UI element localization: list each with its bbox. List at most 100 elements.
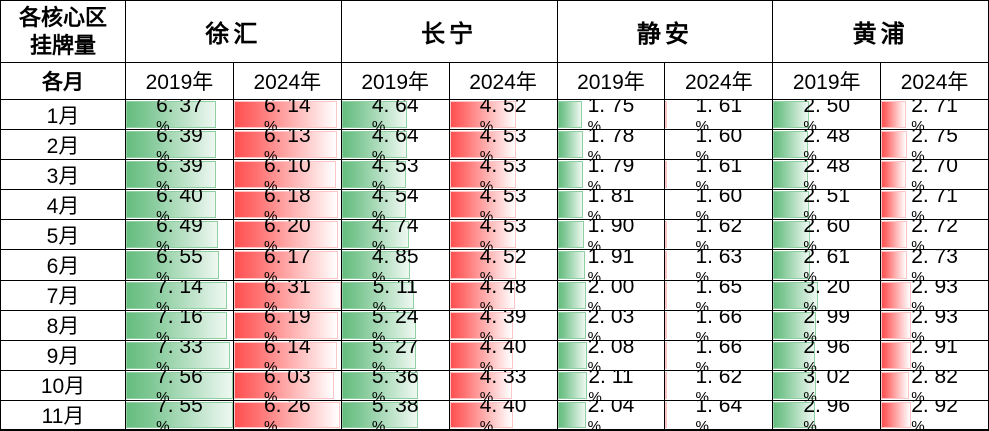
percent-sign: % <box>803 178 817 191</box>
data-bar-green <box>557 131 583 159</box>
data-bar-red <box>449 221 517 249</box>
percent-sign: % <box>479 238 494 251</box>
value-label: 4. 53% <box>372 160 419 189</box>
data-bar-red <box>665 281 668 309</box>
percent-sign: % <box>371 358 386 371</box>
value-label: 2. 48% <box>803 160 850 191</box>
value-cell: 4. 64% <box>341 100 450 131</box>
year-header: 2019年 <box>126 63 234 100</box>
value-label: 1. 91% <box>587 250 635 281</box>
month-cell: 5月 <box>1 220 126 251</box>
value-cell: 4. 52% <box>449 250 558 281</box>
value-cell: 2. 60% <box>773 220 882 251</box>
value-label: 1. 81% <box>588 190 635 219</box>
data-bar-green <box>773 311 816 339</box>
value-label: 2. 96% <box>803 341 850 370</box>
value-cell: 1. 63% <box>665 250 774 281</box>
percent-sign: % <box>911 388 925 401</box>
value-cell: 2. 75% <box>881 130 989 161</box>
value-label: 2. 92% <box>911 401 958 429</box>
value-label: 6. 26% <box>264 401 311 429</box>
value-label: 2. 99% <box>803 311 850 340</box>
data-bar-red <box>233 281 341 309</box>
percent-sign: % <box>803 238 817 251</box>
percent-sign: % <box>695 418 709 431</box>
percent-sign: % <box>263 208 278 221</box>
year-header: 2019年 <box>341 63 450 100</box>
percent-sign: % <box>263 118 278 131</box>
data-bar-red <box>881 191 907 219</box>
month-cell: 9月 <box>1 340 126 371</box>
value-label: 4. 40% <box>479 401 527 431</box>
percent-sign: % <box>695 328 709 341</box>
year-header: 2024年 <box>449 63 558 100</box>
value-cell: 1. 91% <box>557 250 666 281</box>
data-bar-green <box>341 191 406 219</box>
data-bar-green <box>773 101 809 129</box>
value-cell: 6. 55% <box>126 250 234 281</box>
district-header: 徐汇 <box>126 1 342 63</box>
value-cell: 6. 49% <box>126 220 234 251</box>
percent-sign: % <box>911 118 925 131</box>
percent-sign: % <box>156 298 170 311</box>
data-bar-red <box>665 401 668 428</box>
percent-sign: % <box>695 238 709 251</box>
value-label: 1. 60% <box>695 130 742 159</box>
percent-sign: % <box>479 178 494 191</box>
value-label: 4. 53% <box>479 220 527 251</box>
percent-sign: % <box>588 388 602 401</box>
value-label: 1. 63% <box>695 250 742 279</box>
percent-sign: % <box>479 298 494 311</box>
value-label: 2. 04% <box>588 401 635 429</box>
value-cell: 4. 53% <box>449 220 558 251</box>
percent-sign: % <box>479 418 494 431</box>
percent-sign: % <box>587 268 602 281</box>
value-cell: 3. 02% <box>773 370 882 401</box>
month-cell: 4月 <box>1 190 126 221</box>
value-label: 1. 62% <box>695 220 742 251</box>
value-cell: 6. 39% <box>126 130 234 161</box>
percent-sign: % <box>911 208 925 221</box>
value-cell: 2. 93% <box>881 310 989 341</box>
percent-sign: % <box>479 268 494 281</box>
percent-sign: % <box>695 388 709 401</box>
data-bar-red <box>449 341 514 369</box>
percent-sign: % <box>156 208 170 221</box>
value-cell: 6. 39% <box>126 160 234 191</box>
value-cell: 2. 50% <box>773 100 882 131</box>
value-label: 6. 19% <box>264 311 311 340</box>
value-cell: 2. 73% <box>881 250 989 281</box>
data-bar-red <box>449 191 517 219</box>
month-cell: 2月 <box>1 130 126 161</box>
value-cell: 4. 48% <box>449 280 558 311</box>
value-label: 2. 70% <box>911 160 958 189</box>
percent-sign: % <box>263 298 278 311</box>
value-cell: 2. 48% <box>773 130 882 161</box>
data-bar-green <box>773 281 819 309</box>
value-label: 2. 48% <box>803 130 850 159</box>
percent-sign: % <box>911 238 925 251</box>
value-label: 2. 11% <box>588 371 633 401</box>
data-bar-green <box>126 341 230 369</box>
data-bar-red <box>881 161 907 189</box>
value-label: 4. 40% <box>480 341 527 370</box>
data-bar-red <box>881 281 912 309</box>
value-cell: 1. 61% <box>665 160 774 191</box>
data-bar-red <box>881 101 907 129</box>
data-bar-green <box>341 101 408 129</box>
data-bar-green <box>773 161 809 189</box>
percent-sign: % <box>263 388 278 401</box>
value-cell: 4. 85% <box>341 250 450 281</box>
value-label: 6. 20% <box>264 220 311 249</box>
data-bar-green <box>341 311 416 339</box>
value-cell: 2. 48% <box>773 160 882 191</box>
value-cell: 4. 39% <box>449 310 558 341</box>
value-label: 2. 60% <box>803 220 850 251</box>
data-bar-red <box>665 221 668 249</box>
percent-sign: % <box>371 328 386 341</box>
data-bar-red <box>449 131 517 159</box>
corner-header: 各核心区 挂牌量 <box>1 1 126 63</box>
value-label: 6. 37% <box>156 100 203 129</box>
district-header: 静安 <box>557 1 774 63</box>
data-bar-red <box>449 401 514 428</box>
